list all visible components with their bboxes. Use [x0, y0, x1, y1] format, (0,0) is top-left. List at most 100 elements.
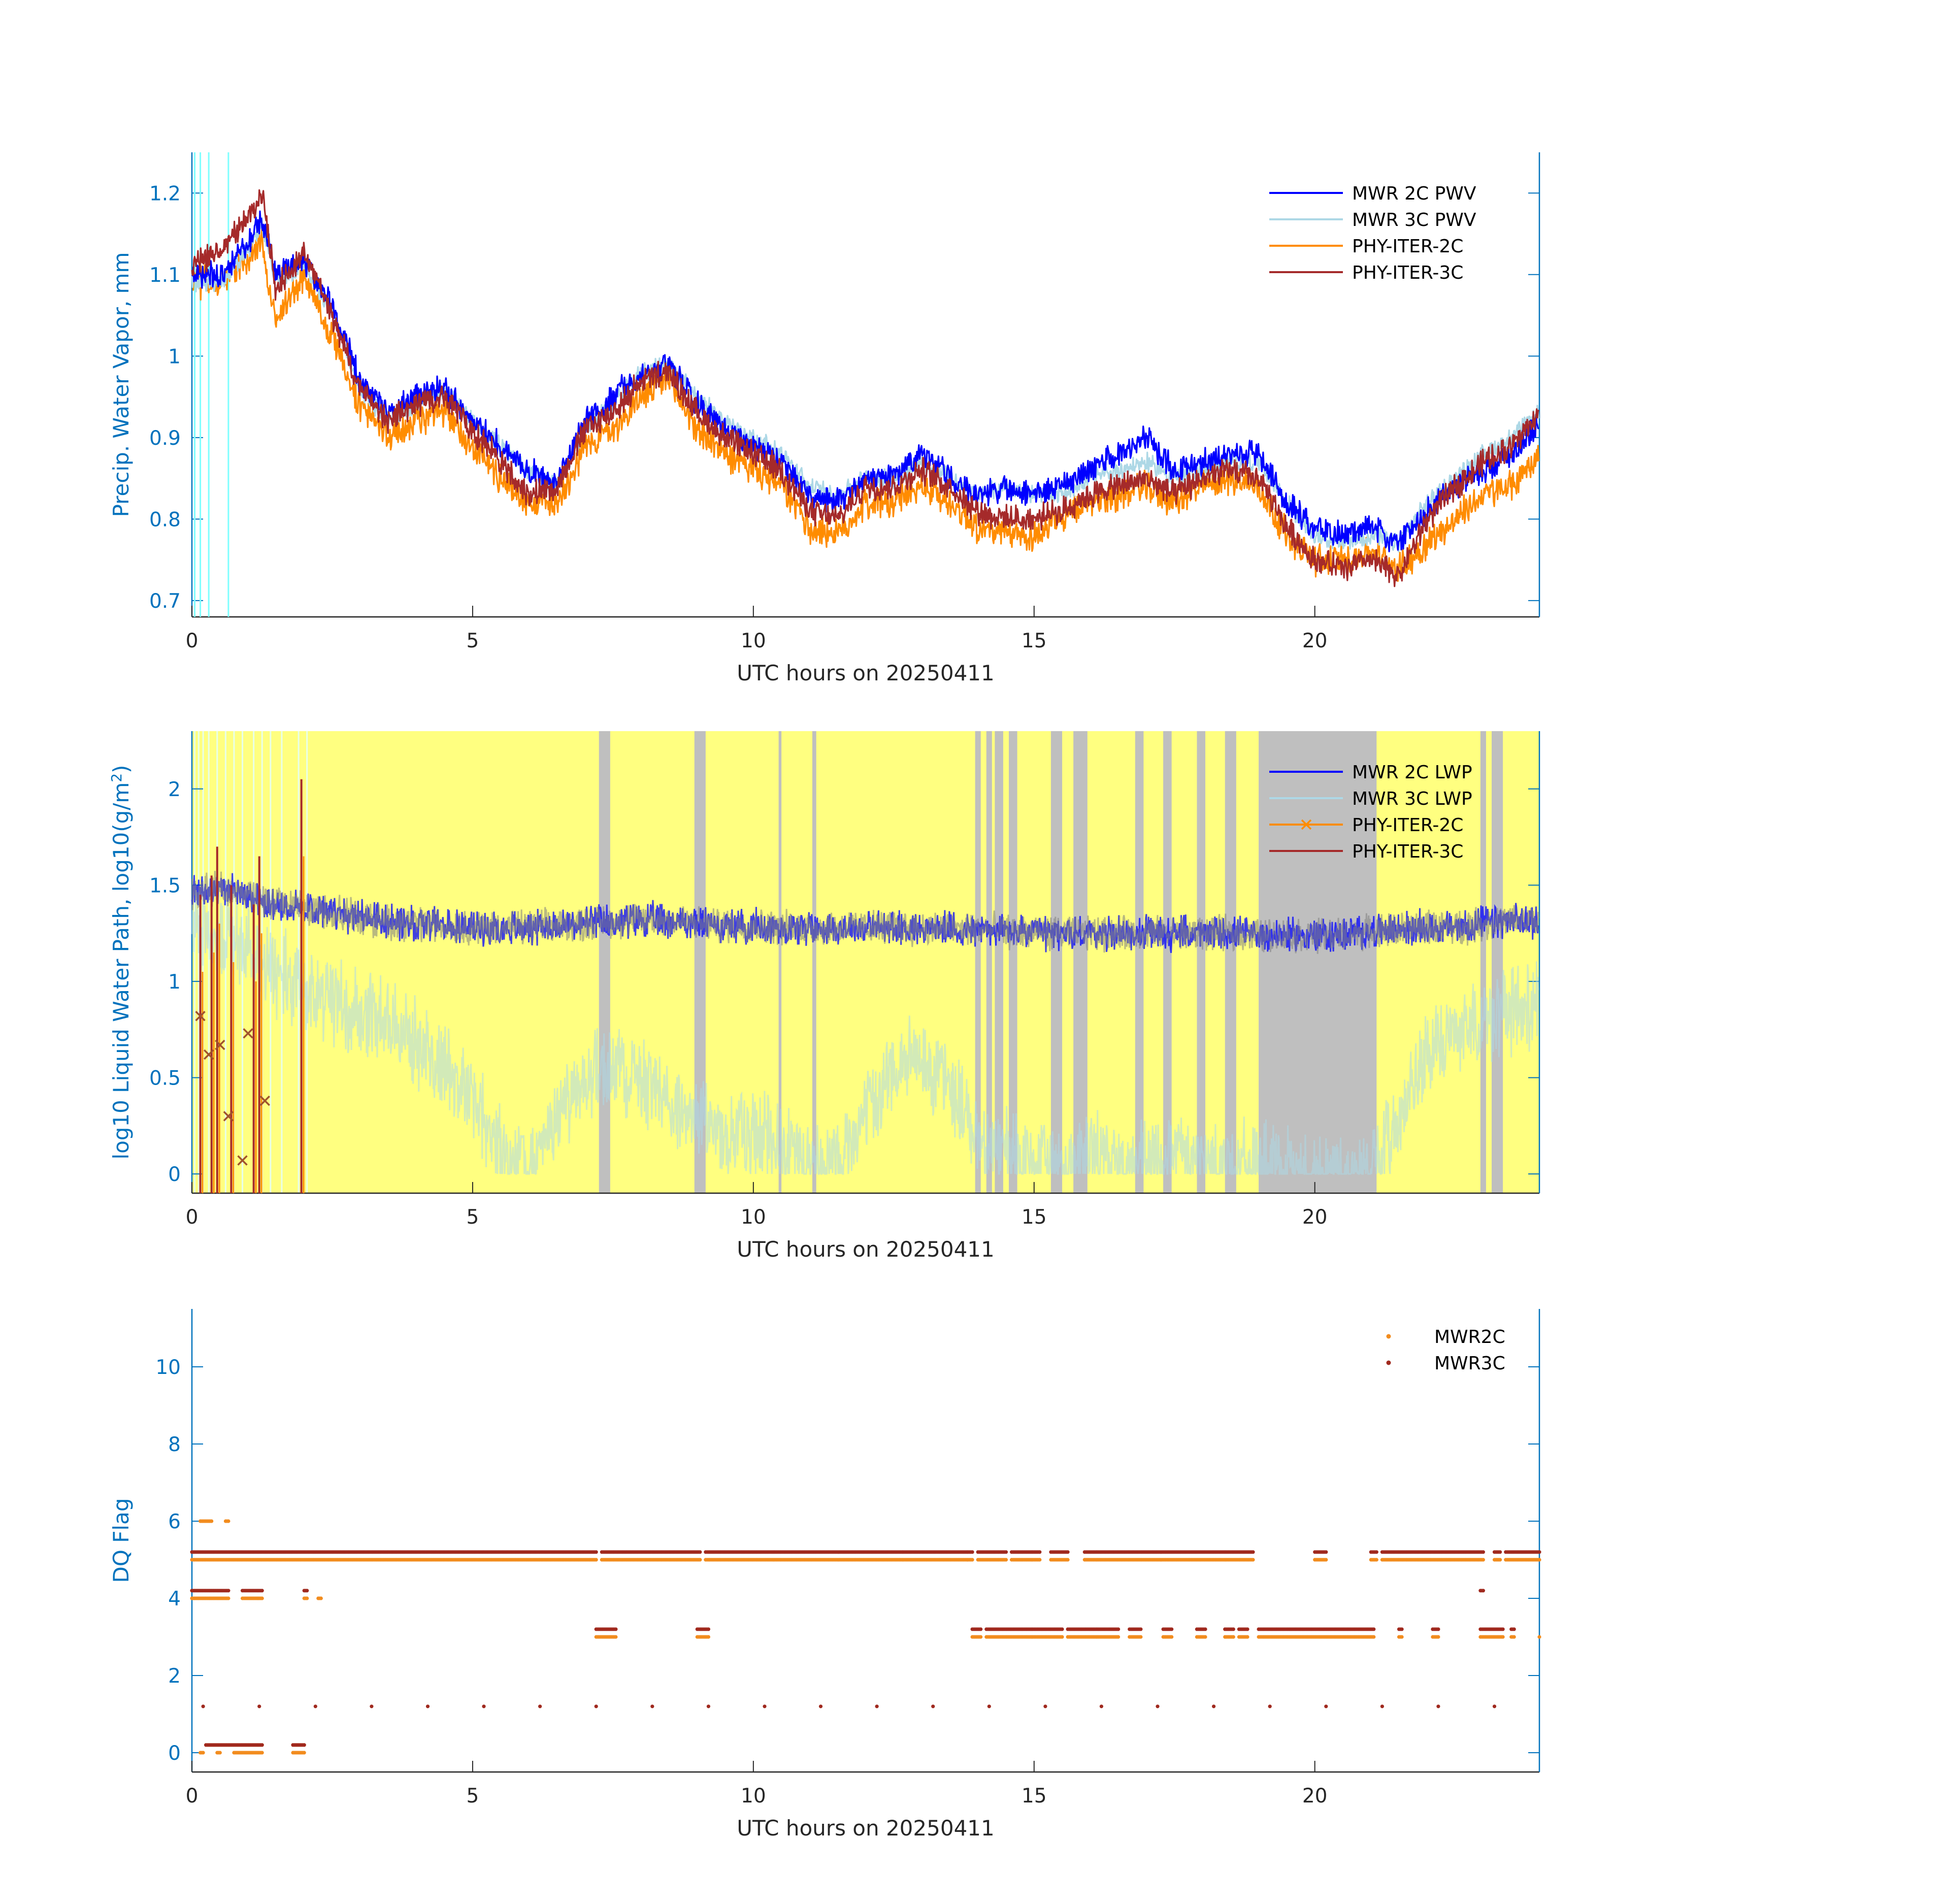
dq-point: [1116, 1627, 1121, 1631]
dq-point: [1498, 1550, 1502, 1554]
legend: MWR 2C PWV MWR 3C PWV PHY-ITER-2C PHY-ITER-…: [1269, 183, 1476, 283]
legend-label: MWR 2C LWP: [1352, 762, 1472, 783]
dq-point: [260, 1596, 264, 1600]
dq-point: [1492, 1704, 1497, 1709]
y-tick-label: 6: [168, 1511, 181, 1533]
dq-point: [1400, 1635, 1404, 1639]
cloudy-band: [1008, 731, 1017, 1193]
dq-point: [1231, 1627, 1235, 1631]
dq-point: [1372, 1627, 1376, 1631]
legend-label: PHY-ITER-3C: [1352, 262, 1463, 283]
dq-point: [1245, 1635, 1249, 1639]
dq-point: [1324, 1558, 1328, 1562]
x-tick-label: 0: [186, 630, 199, 652]
dq-point: [1038, 1558, 1042, 1562]
dq-point: [1372, 1635, 1376, 1639]
dq-point: [1537, 1635, 1541, 1639]
dq-point: [1099, 1704, 1103, 1709]
dq-point: [370, 1704, 374, 1709]
dq-point: [1501, 1627, 1505, 1631]
dq-point: [1512, 1635, 1516, 1639]
x-tick-label: 15: [1022, 1785, 1047, 1808]
phy-2c-marker: [195, 1010, 206, 1022]
dq-point: [970, 1558, 974, 1562]
legend-label: MWR3C: [1434, 1353, 1505, 1374]
dq-point: [260, 1751, 264, 1755]
dq-point: [260, 1589, 264, 1593]
dq-point: [1436, 1635, 1440, 1639]
dq-point: [1060, 1627, 1064, 1631]
axes-3: 0 5 10 15 20 0 2 4 6 8 10 UTC hours on 20250411 DQ F…: [109, 1309, 1541, 1841]
legend-label: PHY-ITER-2C: [1352, 815, 1463, 836]
cloudy-band: [986, 731, 992, 1193]
dq-point: [1324, 1704, 1328, 1709]
dq-point: [1436, 1627, 1440, 1631]
x-tick-label: 10: [741, 1206, 766, 1229]
series-line-phy-iter-3c: [191, 189, 1540, 587]
dq-point: [1212, 1704, 1216, 1709]
dq-point: [319, 1596, 323, 1600]
dq-point: [594, 1550, 598, 1554]
cloudy-band: [1492, 731, 1503, 1193]
dq-point: [614, 1627, 618, 1631]
dq-point: [1038, 1550, 1042, 1554]
dq-point: [257, 1704, 261, 1709]
dq-point: [1004, 1558, 1008, 1562]
phy-2c-marker: [259, 1095, 270, 1106]
dq-series-mwr2c: [190, 1519, 1541, 1755]
cloudy-band: [1073, 731, 1088, 1193]
cloudy-band: [1480, 731, 1486, 1193]
dq-point: [594, 1558, 598, 1562]
dq-point: [1501, 1635, 1505, 1639]
legend-label: PHY-ITER-3C: [1352, 841, 1463, 862]
cloudy-band: [599, 731, 610, 1193]
dq-point: [1481, 1550, 1485, 1554]
dq-point: [1245, 1627, 1249, 1631]
dq-point: [1436, 1704, 1440, 1709]
y-tick-label: 2: [168, 778, 181, 801]
y-tick-label: 1.1: [149, 264, 181, 287]
dq-point: [1004, 1550, 1008, 1554]
legend-label: MWR 3C PWV: [1352, 210, 1476, 231]
dq-point: [210, 1519, 214, 1523]
x-tick-label: 0: [186, 1206, 199, 1229]
cloudy-band: [694, 731, 706, 1193]
x-axis-label: UTC hours on 20250411: [737, 1816, 995, 1841]
dq-point: [260, 1743, 264, 1747]
phy-2c-marker: [203, 1049, 214, 1060]
dq-point: [763, 1704, 767, 1709]
legend-marker: [1386, 1360, 1391, 1365]
dq-point: [226, 1589, 231, 1593]
dq-point: [1139, 1627, 1143, 1631]
dq-point: [1066, 1550, 1070, 1554]
dq-point: [1203, 1627, 1207, 1631]
y-tick-label: 4: [168, 1588, 181, 1611]
x-axis-label: UTC hours on 20250411: [737, 1237, 995, 1262]
y-tick-label: 2: [168, 1665, 181, 1688]
axes-2: 0 5 10 15 20 0 0.5 1 1.5 2 UTC hours on 20250411 lo…: [108, 731, 1540, 1262]
dq-point: [1481, 1558, 1485, 1562]
dq-point: [482, 1704, 486, 1709]
y-axis-label: Precip. Water Vapor, mm: [109, 252, 134, 517]
y-tick-label: 1: [168, 345, 181, 368]
phy-2c-marker: [243, 1028, 253, 1039]
dq-point: [1251, 1550, 1255, 1554]
dq-point: [218, 1751, 222, 1755]
dq-point: [1268, 1704, 1272, 1709]
dq-point: [706, 1704, 710, 1709]
x-tick-label: 5: [467, 1785, 479, 1808]
dq-point: [1498, 1558, 1502, 1562]
cloudy-band: [1197, 731, 1206, 1193]
y-axis-label: DQ Flag: [109, 1498, 134, 1583]
y-tick-label: 1.5: [149, 874, 181, 897]
series-line-mwr-2c-lwp-overlay: [191, 871, 1540, 954]
dq-point: [201, 1704, 205, 1709]
dq-point: [305, 1596, 309, 1600]
y-tick-label: 0.9: [149, 427, 181, 450]
phy-2c-marker: [215, 1039, 225, 1051]
dq-point: [1374, 1550, 1378, 1554]
cloudy-band: [812, 731, 816, 1193]
legend-marker: [1386, 1334, 1391, 1339]
dq-point: [1400, 1627, 1404, 1631]
